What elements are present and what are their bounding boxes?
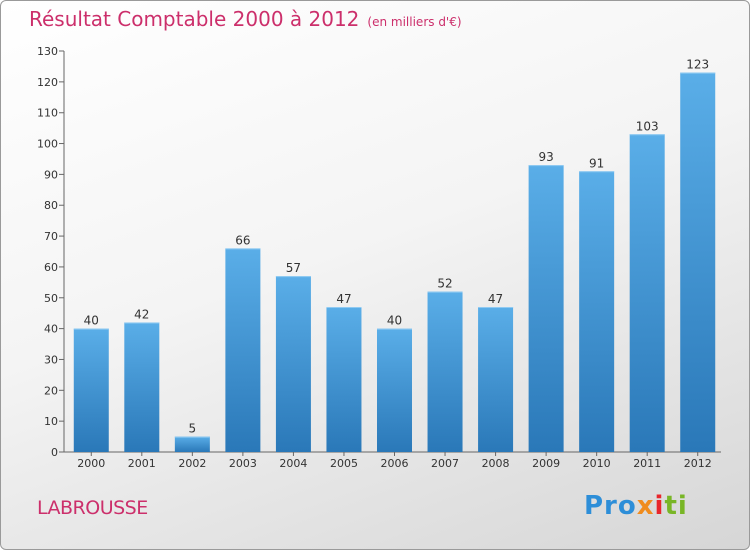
x-tick-label: 2006	[381, 457, 409, 470]
bar-2012	[680, 72, 716, 452]
bar-2010	[579, 171, 615, 453]
x-tick-label: 2005	[330, 457, 358, 470]
y-tick-label: 120	[37, 76, 58, 89]
y-tick-label: 10	[44, 415, 58, 428]
bar-2002	[174, 436, 210, 452]
chart-unit: (en milliers d'€)	[367, 15, 462, 29]
chart-title-text: Résultat Comptable 2000 à 2012	[29, 7, 360, 31]
y-tick-label: 100	[37, 138, 58, 151]
data-label: 40	[387, 314, 402, 328]
bar-2007	[427, 291, 463, 452]
bar-2005	[326, 307, 362, 452]
y-tick-label: 130	[37, 45, 58, 58]
axes: 0 10 20 30 40 50 60 70 80 90 100 110 120 130 2000 2001 2…	[37, 45, 721, 470]
data-label: 52	[437, 277, 452, 291]
x-tick-label: 2009	[532, 457, 560, 470]
x-tick-label: 2007	[431, 457, 459, 470]
y-tick-label: 70	[44, 230, 58, 243]
data-label: 42	[134, 307, 149, 321]
y-tick-label: 0	[51, 446, 58, 459]
data-label: 93	[538, 150, 553, 164]
bar-chart: 0 10 20 30 40 50 60 70 80 90 100 110 120 130 2000 2001 2…	[37, 45, 721, 470]
y-tick-label: 80	[44, 199, 58, 212]
x-tick-label: 2000	[77, 457, 105, 470]
bars: 40 42 5 66 57 47 40 52 47 93 91 103 123	[73, 58, 716, 453]
x-tick-label: 2003	[229, 457, 257, 470]
x-tick-label: 2012	[684, 457, 712, 470]
bar-2011	[629, 134, 665, 453]
data-label: 5	[189, 422, 197, 436]
bar-2004	[275, 276, 311, 452]
data-label: 123	[686, 58, 709, 72]
y-tick-label: 30	[44, 353, 58, 366]
y-tick-label: 60	[44, 261, 58, 274]
data-label: 103	[636, 119, 659, 133]
x-tick-label: 2010	[583, 457, 611, 470]
y-tick-label: 110	[37, 107, 58, 120]
data-label: 47	[336, 292, 351, 306]
x-tick-label: 2001	[128, 457, 156, 470]
data-label: 47	[488, 292, 503, 306]
x-tick-label: 2008	[482, 457, 510, 470]
x-tick-label: 2004	[279, 457, 307, 470]
y-tick-label: 90	[44, 168, 58, 181]
data-label: 66	[235, 233, 250, 247]
bar-2006	[377, 328, 412, 452]
bar-2009	[528, 165, 564, 452]
proxiti-logo: Proxiti	[584, 491, 688, 521]
bar-2003	[225, 248, 261, 452]
y-tick-label: 40	[44, 323, 58, 336]
bar-2000	[73, 328, 109, 452]
data-label: 40	[84, 314, 99, 328]
data-label: 91	[589, 156, 604, 170]
y-tick-label: 20	[44, 384, 58, 397]
bar-2001	[124, 322, 160, 452]
data-label: 57	[286, 261, 301, 275]
x-tick-label: 2002	[178, 457, 206, 470]
y-tick-label: 50	[44, 292, 58, 305]
commune-name: LABROUSSE	[37, 497, 148, 519]
chart-title: Résultat Comptable 2000 à 2012 (en millie…	[29, 7, 462, 31]
bar-2008	[478, 307, 514, 452]
x-tick-label: 2011	[633, 457, 661, 470]
